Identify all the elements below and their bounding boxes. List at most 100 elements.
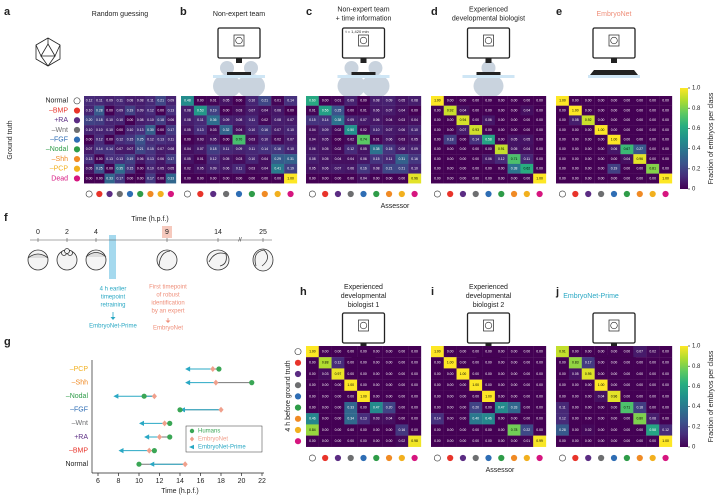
cell-label: 0.17 bbox=[168, 157, 175, 161]
cell-label: 0.07 bbox=[287, 138, 294, 142]
heatmap-cell bbox=[114, 96, 126, 106]
heatmap-cell bbox=[357, 435, 371, 447]
heatmap-cell bbox=[165, 163, 177, 174]
person-body bbox=[361, 74, 390, 98]
heatmap-cell bbox=[382, 402, 396, 414]
heatmap-cell bbox=[620, 115, 634, 126]
heatmap-cell bbox=[306, 96, 319, 106]
cell-label: 0.00 bbox=[662, 349, 669, 353]
cell-label: 0.10 bbox=[86, 108, 93, 112]
cell-label: 0.00 bbox=[662, 405, 669, 409]
cell-label: 0.00 bbox=[447, 428, 454, 432]
heatmap-cell bbox=[206, 115, 220, 126]
heatmap-cell bbox=[507, 125, 521, 135]
heatmap-cell bbox=[395, 173, 409, 184]
cell-label: 0.53 bbox=[197, 108, 204, 112]
heatmap-cell bbox=[306, 424, 319, 436]
heatmap-cell bbox=[581, 413, 595, 425]
heatmap-cell bbox=[443, 368, 457, 380]
cell-label: 0.09 bbox=[411, 147, 418, 151]
heatmap-cell bbox=[206, 134, 220, 145]
cell-label: 0.00 bbox=[447, 417, 454, 421]
heatmap-cell bbox=[594, 96, 608, 106]
cell-label: 0.16 bbox=[261, 128, 268, 132]
cell-label: 0.15 bbox=[309, 118, 316, 122]
heatmap-cell bbox=[568, 368, 582, 380]
cell-label: 0.18 bbox=[96, 118, 103, 122]
cell-label: 0.00 bbox=[472, 147, 479, 151]
cell-label: 0.15 bbox=[147, 147, 154, 151]
cell-label: 0.00 bbox=[536, 372, 543, 376]
cell-label: 0.05 bbox=[309, 167, 316, 171]
class-dot bbox=[572, 190, 579, 198]
cell-label: 0.00 bbox=[96, 176, 103, 180]
heatmap-cell bbox=[331, 115, 345, 126]
heatmap-cell bbox=[568, 346, 582, 358]
heatmap-cell bbox=[135, 134, 146, 145]
heatmap-cell bbox=[408, 379, 422, 391]
heatmap-cell bbox=[456, 154, 470, 165]
cell-label: 0.00 bbox=[373, 372, 380, 376]
heatmap-cell bbox=[507, 163, 521, 174]
heatmap-cell bbox=[357, 173, 371, 184]
heatmap-cell bbox=[258, 173, 272, 184]
heatmap-cell bbox=[431, 368, 444, 380]
heatmap-cell bbox=[135, 144, 146, 155]
heatmap-cell bbox=[84, 163, 95, 174]
cell-label: 0.17 bbox=[147, 176, 154, 180]
heatmap-cell bbox=[494, 357, 508, 369]
cell-label: 0.00 bbox=[585, 167, 592, 171]
cell-label: 0.00 bbox=[322, 428, 329, 432]
cell-label: 0.04 bbox=[411, 118, 418, 122]
embryonet-marker bbox=[182, 461, 188, 468]
class-dot bbox=[294, 382, 302, 389]
heatmap-cell bbox=[369, 154, 383, 165]
cell-label: 0.00 bbox=[485, 439, 492, 443]
cell-label: 0.00 bbox=[485, 361, 492, 365]
cell-label: 0.03 bbox=[210, 128, 217, 132]
cell-label: 0.00 bbox=[611, 99, 618, 103]
stand bbox=[485, 343, 492, 348]
cell-label: 0.07 bbox=[287, 118, 294, 122]
heatmap-cell bbox=[620, 163, 634, 174]
stand bbox=[611, 343, 617, 348]
cell-label: 0.11 bbox=[559, 405, 565, 409]
class-dot bbox=[636, 190, 643, 198]
cell-label: 0.20 bbox=[86, 118, 93, 122]
cell-label: 0.12 bbox=[210, 157, 217, 161]
cell-label: 0.14 bbox=[96, 147, 103, 151]
cell-label: 0.11 bbox=[117, 99, 123, 103]
cell-label: 0.70 bbox=[236, 138, 243, 142]
legend-marker bbox=[189, 444, 194, 450]
cell-label: 0.16 bbox=[411, 157, 418, 161]
cell-label: 0.33 bbox=[511, 405, 518, 409]
heatmap-cell bbox=[646, 173, 660, 184]
panel-letter: j bbox=[555, 286, 559, 298]
heatmap-cell bbox=[181, 96, 195, 106]
heatmap-cell bbox=[84, 134, 95, 145]
heatmap-cell bbox=[594, 357, 608, 369]
cell-label: 0.00 bbox=[335, 439, 342, 443]
cell-label: 0.00 bbox=[460, 349, 467, 353]
heatmap-cell bbox=[494, 173, 508, 184]
heatmap-cell bbox=[155, 154, 166, 165]
cell-label: 0.00 bbox=[636, 372, 643, 376]
heatmap-cell bbox=[193, 96, 207, 106]
cell-label: 1.00 bbox=[611, 138, 618, 142]
heatmap-cell bbox=[581, 144, 595, 155]
heatmap-cell bbox=[395, 144, 409, 155]
panel-title: EmbryoNet bbox=[596, 11, 631, 18]
heatmap-cell bbox=[482, 144, 496, 155]
cell-label: 0.06 bbox=[611, 147, 618, 151]
cell-label: 0.05 bbox=[322, 157, 329, 161]
heatmap-cell bbox=[620, 125, 634, 135]
heatmap-cell bbox=[443, 435, 457, 447]
heatmap-cell bbox=[271, 105, 285, 116]
heatmap-cell bbox=[155, 163, 166, 174]
heatmap-cell bbox=[659, 154, 673, 165]
cell-label: 0.00 bbox=[536, 394, 543, 398]
timeline-label: Time (h.p.f.) bbox=[131, 216, 168, 223]
cell-label: 0.13 bbox=[360, 417, 367, 421]
class-dot bbox=[347, 190, 354, 198]
cell-label: 0.00 bbox=[347, 361, 354, 365]
